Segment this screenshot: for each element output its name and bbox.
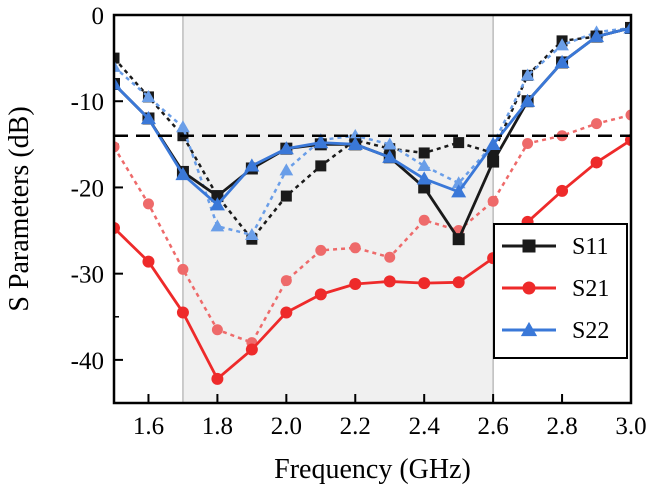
data-point — [555, 38, 569, 51]
data-point — [279, 163, 294, 176]
data-point — [487, 147, 499, 159]
data-point — [418, 277, 431, 290]
data-point — [623, 20, 631, 34]
x-tick-label: 2.6 — [478, 413, 509, 440]
data-point — [556, 184, 569, 197]
data-point — [280, 190, 292, 202]
y-tick-label: -40 — [71, 348, 104, 375]
data-point — [141, 90, 156, 103]
legend-label: S11 — [572, 234, 608, 260]
data-point — [114, 221, 120, 234]
data-point — [211, 190, 224, 203]
series-line — [114, 113, 631, 344]
data-point — [487, 195, 499, 207]
operating-band-shading — [182, 15, 494, 403]
data-point — [383, 275, 396, 288]
data-point — [114, 141, 120, 153]
data-point — [114, 52, 120, 64]
x-tick-label: 2.4 — [409, 413, 441, 440]
data-point — [625, 134, 631, 147]
x-tick-label: 1.8 — [202, 413, 233, 440]
data-point — [452, 276, 465, 289]
data-point — [314, 288, 327, 301]
data-point — [210, 219, 225, 232]
data-point — [348, 128, 363, 141]
data-point — [520, 93, 536, 107]
data-point — [244, 158, 260, 172]
y-tick-label: -10 — [71, 89, 104, 116]
data-point — [176, 306, 189, 319]
plot-frame — [112, 13, 633, 405]
legend-marker — [520, 321, 538, 337]
series-s22 — [114, 20, 631, 211]
x-tick-label: 2.2 — [340, 413, 371, 440]
data-point — [591, 118, 603, 130]
data-point — [485, 136, 501, 150]
y-tick-label: -20 — [71, 175, 104, 202]
data-point — [382, 149, 398, 163]
data-point — [418, 147, 430, 159]
x-tick-label: 2.8 — [546, 413, 577, 440]
data-point — [177, 263, 189, 275]
legend-label: S22 — [572, 318, 609, 344]
legend-item: S21 — [502, 276, 609, 302]
data-point — [416, 171, 432, 185]
legend: S11 S21 S22 — [493, 223, 628, 359]
data-point — [211, 324, 223, 336]
data-point — [487, 155, 500, 168]
data-point — [140, 110, 156, 125]
legend-marker — [522, 239, 536, 253]
data-point — [347, 136, 363, 150]
data-point — [313, 135, 329, 149]
data-point — [349, 242, 361, 254]
data-point — [384, 251, 396, 263]
y-tick-label: 0 — [92, 3, 105, 30]
data-point — [522, 137, 534, 149]
x-tick-label: 3.0 — [615, 413, 646, 440]
data-point — [209, 197, 225, 211]
x-tick-label: 2.0 — [271, 413, 302, 440]
legend-box — [493, 223, 628, 359]
series-line — [114, 26, 631, 241]
data-point — [175, 167, 191, 181]
data-point — [176, 120, 190, 133]
legend-marker — [522, 281, 536, 295]
x-axis-title: Frequency (GHz) — [274, 454, 471, 485]
data-point — [280, 275, 292, 287]
series-line — [114, 26, 631, 207]
data-point — [280, 306, 293, 319]
data-point — [625, 109, 631, 121]
data-point — [142, 255, 155, 268]
data-point — [244, 227, 259, 241]
data-point — [589, 29, 605, 43]
data-point — [451, 184, 467, 198]
data-point — [142, 198, 154, 210]
y-axis-title: S Parameters (dB) — [4, 106, 35, 311]
series-line — [114, 26, 631, 237]
data-point — [590, 156, 603, 169]
series-line — [114, 138, 631, 381]
data-point — [278, 141, 294, 155]
data-point — [315, 160, 327, 172]
data-point — [211, 372, 224, 385]
legend-item: S22 — [502, 318, 609, 344]
data-point — [114, 59, 121, 72]
data-point — [382, 137, 397, 150]
y-tick-label: -30 — [71, 262, 104, 289]
x-tick-label: 1.6 — [133, 413, 164, 440]
data-point — [554, 54, 570, 69]
data-point — [114, 76, 122, 90]
legend-label: S21 — [572, 276, 609, 302]
data-point — [453, 137, 465, 149]
data-point — [349, 278, 362, 291]
data-point — [418, 214, 430, 226]
legend-item: S11 — [502, 234, 608, 260]
data-point — [315, 244, 327, 256]
data-point — [417, 159, 432, 172]
data-point — [452, 233, 465, 246]
data-point — [520, 68, 535, 81]
data-point — [245, 343, 258, 356]
